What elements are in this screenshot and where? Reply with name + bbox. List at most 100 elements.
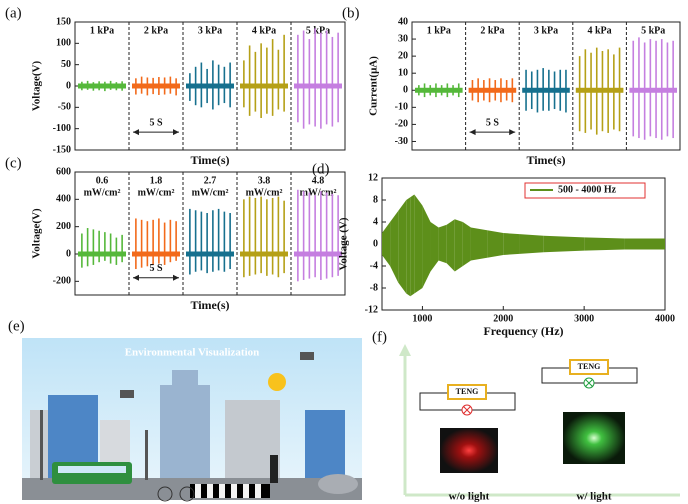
x-axis-label: Time(s) <box>190 153 229 167</box>
signal-envelope <box>406 197 410 296</box>
caption: w/o light <box>449 491 490 503</box>
segment-label: 3 kPa <box>534 25 558 36</box>
segment-label: 1 kPa <box>90 25 114 36</box>
signal-envelope <box>382 222 390 266</box>
segment-label: 2.7 <box>204 175 217 186</box>
y-tick-label: -150 <box>53 144 71 155</box>
baseline-noise <box>629 88 677 93</box>
y-axis-label: Voltage(V) <box>31 208 43 259</box>
segment-label: 4 kPa <box>588 25 612 36</box>
panel-label: (d) <box>312 161 330 177</box>
sun <box>268 373 286 391</box>
baseline-noise <box>469 88 517 93</box>
building <box>305 410 345 480</box>
baseline-noise <box>294 84 342 89</box>
panel-label: (c) <box>5 155 22 171</box>
y-tick-label: 8 <box>373 194 378 205</box>
baseline-noise <box>132 84 180 89</box>
baseline-noise <box>186 252 234 257</box>
y-tick-label: 40 <box>398 16 408 27</box>
annotation: 5 S <box>149 263 163 274</box>
segment-label: 3.8 <box>258 175 271 186</box>
signal-envelope <box>410 195 414 297</box>
x-tick-label: 1000 <box>412 313 432 324</box>
signal-envelope <box>455 219 463 271</box>
segment-label: 2 kPa <box>144 25 168 36</box>
teng-label: TENG <box>578 362 601 371</box>
figure: (e) Environmental Visualization (f) TENG <box>0 0 688 504</box>
signal-envelope <box>519 234 543 254</box>
annotation: 5 S <box>486 117 500 128</box>
illustration-f: (f) TENG TENG w/o light w/ light <box>372 329 680 502</box>
segment-label: 0.6 <box>96 175 109 186</box>
legend-label: 500 - 4000 Hz <box>558 184 617 195</box>
signal-envelope <box>487 230 503 258</box>
y-tick-label: 150 <box>56 16 71 27</box>
pedestrian <box>270 455 278 483</box>
x-axis-label: Time(s) <box>190 298 229 312</box>
annotation-arrow <box>470 129 476 135</box>
annotation-arrow <box>509 129 515 135</box>
annotation-arrow <box>173 275 179 281</box>
y-tick-label: 4 <box>373 216 378 227</box>
car <box>318 474 358 494</box>
y-tick-label: 12 <box>368 172 378 183</box>
segment-label: 1 kPa <box>427 25 451 36</box>
x-axis-label: Time(s) <box>526 153 565 167</box>
x-tick-label: 3000 <box>574 313 594 324</box>
signal-envelope <box>439 225 447 264</box>
drone <box>120 390 134 398</box>
signal-envelope <box>398 200 406 294</box>
y-tick-label: 400 <box>56 194 71 205</box>
signal-envelope <box>625 239 665 250</box>
y-tick-label: 100 <box>56 38 71 49</box>
y-tick-label: -200 <box>53 276 71 287</box>
y-axis-label: Voltage(V) <box>31 61 43 112</box>
x-tick-label: 4000 <box>655 313 675 324</box>
baseline-noise <box>415 88 463 93</box>
y-tick-label: 20 <box>398 50 408 61</box>
y-tick-label: -100 <box>53 123 71 134</box>
signal-envelope <box>390 211 398 283</box>
y-tick-label: -10 <box>395 102 408 113</box>
segment-unit: mW/cm² <box>300 187 337 198</box>
y-tick-label: -12 <box>365 304 378 315</box>
annotation: 5 S <box>149 117 163 128</box>
baseline-noise <box>294 252 342 257</box>
y-tick-label: 30 <box>398 33 408 44</box>
segment-unit: mW/cm² <box>138 187 175 198</box>
plot-frame <box>412 22 680 150</box>
signal-envelope <box>463 222 471 266</box>
y-tick-label: 50 <box>61 59 71 70</box>
baseline-noise <box>186 84 234 89</box>
building <box>160 385 210 480</box>
baseline-noise <box>78 252 126 257</box>
signal-envelope <box>447 219 455 271</box>
y-tick-label: -50 <box>58 102 71 113</box>
signal-envelope <box>422 206 430 289</box>
segment-label: 3 kPa <box>198 25 222 36</box>
signal-envelope <box>503 233 519 255</box>
y-tick-label: 200 <box>56 221 71 232</box>
photo-red <box>440 428 498 473</box>
baseline-noise <box>522 88 570 93</box>
building <box>172 370 198 390</box>
y-tick-label: -8 <box>370 282 378 293</box>
segment-unit: mW/cm² <box>246 187 283 198</box>
segment-label: 2 kPa <box>480 25 504 36</box>
segment-label: 5 kPa <box>641 25 665 36</box>
baseline-noise <box>78 84 126 89</box>
signal-envelope <box>471 228 487 261</box>
traffic-light <box>145 430 148 480</box>
panel-label: (e) <box>8 318 25 334</box>
baseline-noise <box>240 252 288 257</box>
signal-envelope <box>414 195 422 294</box>
panel-label: (f) <box>372 329 387 345</box>
baseline-noise <box>132 252 180 257</box>
y-tick-label: 0 <box>373 238 378 249</box>
segment-unit: mW/cm² <box>192 187 229 198</box>
illustration-e: (e) Environmental Visualization <box>8 318 362 501</box>
y-tick-label: 600 <box>56 166 71 177</box>
x-tick-label: 2000 <box>493 313 513 324</box>
photo-green <box>563 412 625 464</box>
